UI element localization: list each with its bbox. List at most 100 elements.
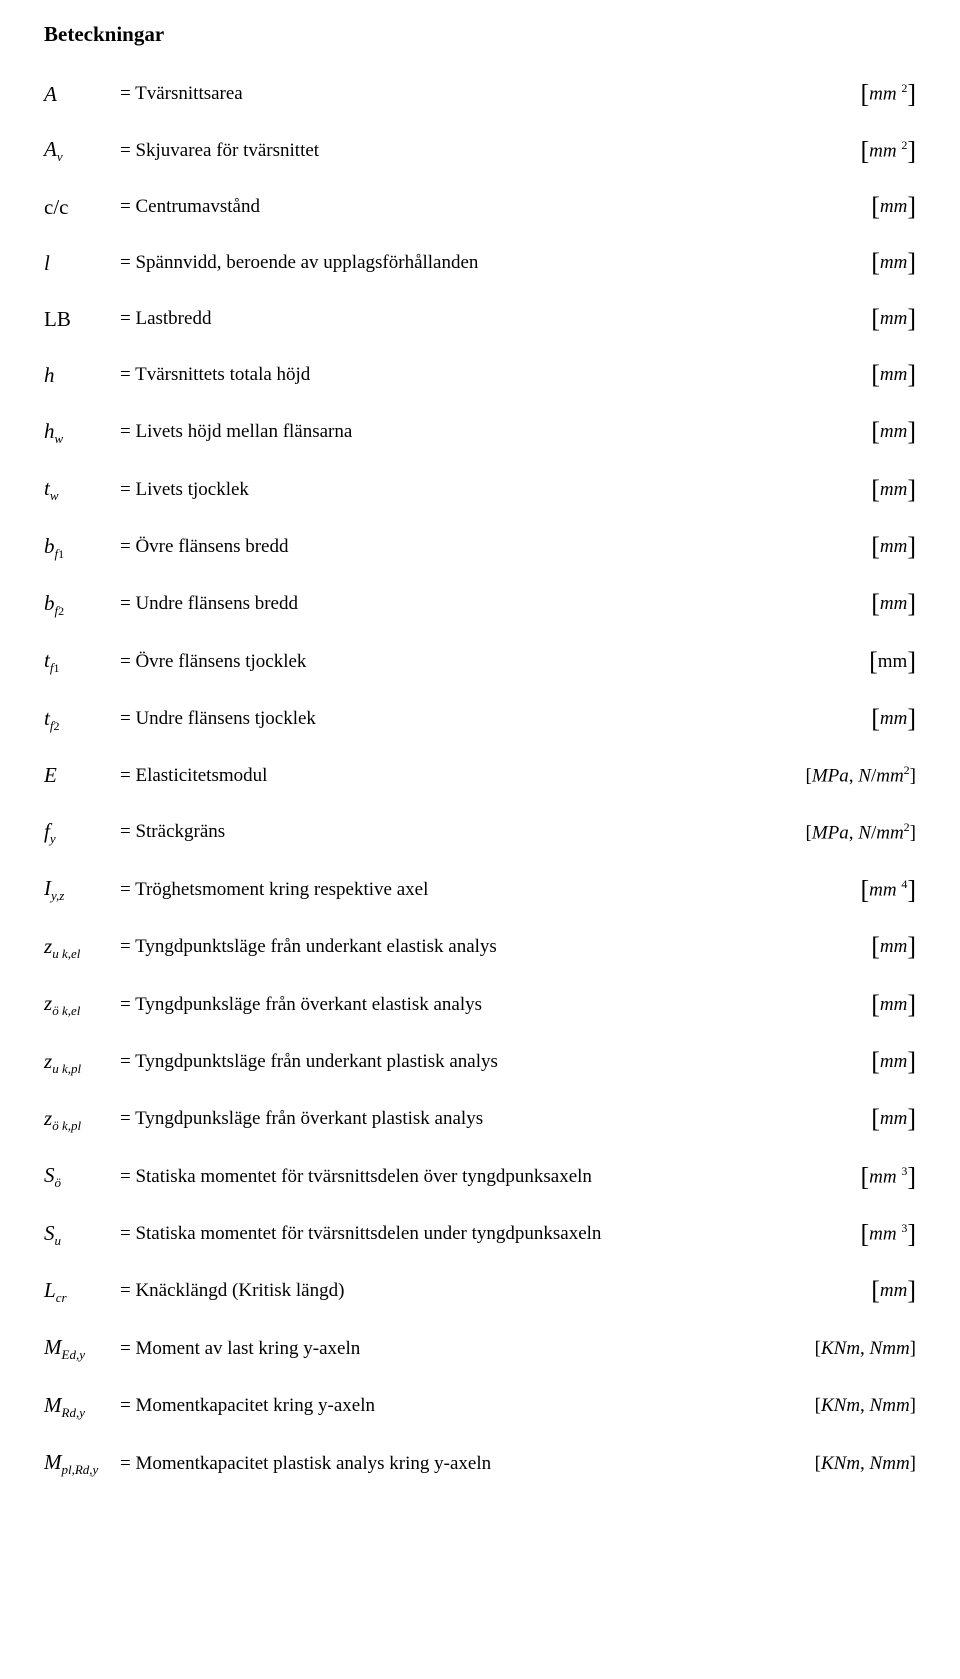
unit: [MPa, N/mm2] [805, 762, 916, 790]
definition-row: Sö= Statiska momentet för tvärsnittsdele… [44, 1161, 916, 1192]
page-heading: Beteckningar [44, 20, 916, 49]
description: = Statiska momentet för tvärsnittsdelen … [116, 1221, 860, 1248]
description: = Momentkapacitet plastisk analys kring … [116, 1451, 815, 1478]
definition-list: A= Tvärsnittsarea[mm 2] Av= Skjuvarea för… [44, 79, 916, 1479]
description: = Tvärsnittsarea [116, 81, 860, 108]
unit: [MPa, N/mm2] [805, 819, 916, 847]
symbol: bf2 [44, 589, 116, 620]
description: = Elasticitetsmodul [116, 763, 805, 790]
symbol: Sö [44, 1161, 116, 1192]
definition-row: LB= Lastbredd[mm] [44, 305, 916, 335]
unit: [mm] [871, 362, 916, 389]
unit: [mm 4] [860, 876, 916, 904]
definition-row: h= Tvärsnittets totala höjd[mm] [44, 361, 916, 391]
definition-row: bf1= Övre flänsens bredd[mm] [44, 532, 916, 563]
symbol: zu k,el [44, 932, 116, 963]
unit: [mm] [871, 591, 916, 618]
symbol: bf1 [44, 532, 116, 563]
description: = Spännvidd, beroende av upplagsförhålla… [116, 250, 871, 277]
symbol: MEd,y [44, 1333, 116, 1364]
definition-row: MRd,y= Momentkapacitet kring y-axeln[KNm… [44, 1391, 916, 1422]
description: = Livets tjocklek [116, 477, 871, 504]
definition-row: zö k,el= Tyngdpunksläge från överkant el… [44, 989, 916, 1020]
symbol: Su [44, 1219, 116, 1250]
symbol: zu k,pl [44, 1047, 116, 1078]
definition-row: Lcr= Knäcklängd (Kritisk längd)[mm] [44, 1276, 916, 1307]
symbol: zö k,pl [44, 1104, 116, 1135]
unit: [mm] [871, 992, 916, 1019]
unit: [mm 2] [860, 80, 916, 108]
description: = Tyngdpunksläge från överkant plastisk … [116, 1106, 871, 1133]
definition-row: Su= Statiska momentet för tvärsnittsdele… [44, 1219, 916, 1250]
description: = Tröghetsmoment kring respektive axel [116, 877, 860, 904]
description: = Tyngdpunktsläge från underkant plastis… [116, 1049, 871, 1076]
definition-row: E= Elasticitetsmodul[MPa, N/mm2] [44, 761, 916, 791]
symbol: LB [44, 305, 116, 334]
definition-row: Iy,z= Tröghetsmoment kring respektive ax… [44, 874, 916, 905]
unit: [mm 2] [860, 137, 916, 165]
description: = Knäcklängd (Kritisk längd) [116, 1278, 871, 1305]
symbol: c/c [44, 193, 116, 222]
unit: [mm 3] [860, 1163, 916, 1191]
definition-row: tf2= Undre flänsens tjocklek[mm] [44, 704, 916, 735]
unit: [KNm, Nmm] [815, 1393, 916, 1420]
unit: [mm] [871, 934, 916, 961]
description: = Övre flänsens tjocklek [116, 649, 869, 676]
definition-row: fy= Sträckgräns[MPa, N/mm2] [44, 817, 916, 848]
symbol: tw [44, 474, 116, 505]
unit: [mm] [871, 194, 916, 221]
symbol: MRd,y [44, 1391, 116, 1422]
definition-row: bf2= Undre flänsens bredd[mm] [44, 589, 916, 620]
definition-row: l= Spännvidd, beroende av upplagsförhåll… [44, 249, 916, 279]
unit: [mm] [871, 419, 916, 446]
description: = Undre flänsens bredd [116, 591, 871, 618]
definition-row: c/c= Centrumavstånd[mm] [44, 193, 916, 223]
unit: [KNm, Nmm] [815, 1336, 916, 1363]
symbol: hw [44, 417, 116, 448]
symbol: Mpl,Rd,y [44, 1448, 116, 1479]
symbol: tf1 [44, 646, 116, 677]
unit: [mm] [871, 306, 916, 333]
unit: [mm] [871, 1106, 916, 1133]
definition-row: Av= Skjuvarea för tvärsnittet[mm 2] [44, 135, 916, 166]
description: = Centrumavstånd [116, 194, 871, 221]
page: Beteckningar A= Tvärsnittsarea[mm 2]Av= … [0, 0, 960, 1520]
symbol: Iy,z [44, 874, 116, 905]
symbol: fy [44, 817, 116, 848]
definition-row: MEd,y= Moment av last kring y-axeln[KNm,… [44, 1333, 916, 1364]
description: = Tyngdpunktsläge från underkant elastis… [116, 934, 871, 961]
definition-row: tf1= Övre flänsens tjocklek[mm] [44, 646, 916, 677]
symbol: Lcr [44, 1276, 116, 1307]
definition-row: Mpl,Rd,y= Momentkapacitet plastisk analy… [44, 1448, 916, 1479]
unit: [mm] [871, 1049, 916, 1076]
description: = Lastbredd [116, 306, 871, 333]
symbol: h [44, 361, 116, 390]
unit: [mm] [871, 534, 916, 561]
unit: [mm] [871, 250, 916, 277]
description: = Tyngdpunksläge från överkant elastisk … [116, 992, 871, 1019]
description: = Livets höjd mellan flänsarna [116, 419, 871, 446]
description: = Moment av last kring y-axeln [116, 1336, 815, 1363]
symbol: Av [44, 135, 116, 166]
unit: [KNm, Nmm] [815, 1451, 916, 1478]
description: = Övre flänsens bredd [116, 534, 871, 561]
unit: [mm] [871, 706, 916, 733]
symbol: zö k,el [44, 989, 116, 1020]
symbol: l [44, 249, 116, 278]
description: = Statiska momentet för tvärsnittsdelen … [116, 1164, 860, 1191]
unit: [mm] [871, 477, 916, 504]
symbol: E [44, 761, 116, 790]
description: = Undre flänsens tjocklek [116, 706, 871, 733]
unit: [mm] [869, 649, 916, 676]
description: = Skjuvarea för tvärsnittet [116, 138, 860, 165]
symbol: tf2 [44, 704, 116, 735]
definition-row: A= Tvärsnittsarea[mm 2] [44, 79, 916, 109]
description: = Momentkapacitet kring y-axeln [116, 1393, 815, 1420]
unit: [mm 3] [860, 1220, 916, 1248]
definition-row: zö k,pl= Tyngdpunksläge från överkant pl… [44, 1104, 916, 1135]
description: = Sträckgräns [116, 819, 805, 846]
definition-row: zu k,pl= Tyngdpunktsläge från underkant … [44, 1047, 916, 1078]
definition-row: hw= Livets höjd mellan flänsarna[mm] [44, 417, 916, 448]
definition-row: zu k,el= Tyngdpunktsläge från underkant … [44, 932, 916, 963]
unit: [mm] [871, 1278, 916, 1305]
